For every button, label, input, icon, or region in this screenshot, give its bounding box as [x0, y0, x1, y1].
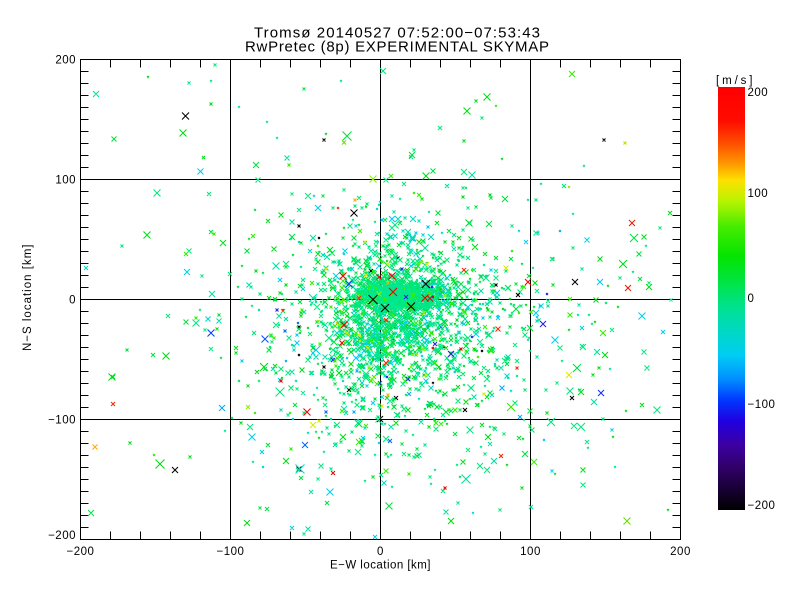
svg-text:−200: −200 — [48, 530, 76, 542]
svg-text:E−W location [km]: E−W location [km] — [330, 560, 431, 572]
svg-text:[m/s]: [m/s] — [716, 75, 753, 87]
svg-text:−100: −100 — [48, 415, 76, 427]
svg-text:100: 100 — [55, 175, 76, 187]
svg-text:200: 200 — [55, 55, 76, 67]
svg-text:RwPretec (8p) EXPERIMENTAL SK: RwPretec (8p) EXPERIMENTAL SKYMAP — [245, 39, 549, 56]
svg-text:200: 200 — [748, 87, 769, 99]
svg-text:200: 200 — [670, 546, 691, 558]
svg-text:−200: −200 — [67, 546, 95, 558]
svg-text:0: 0 — [69, 295, 76, 307]
svg-text:0: 0 — [748, 293, 755, 305]
svg-text:100: 100 — [748, 188, 769, 200]
svg-text:100: 100 — [520, 546, 541, 558]
svg-text:N−S location [km]: N−S location [km] — [22, 244, 34, 351]
svg-text:−200: −200 — [748, 500, 776, 512]
svg-text:0: 0 — [377, 546, 384, 558]
svg-text:Tromsø 20140527 07:52:00−07:5: Tromsø 20140527 07:52:00−07:53:43 — [254, 25, 540, 42]
svg-text:−100: −100 — [748, 399, 776, 411]
svg-text:−100: −100 — [217, 546, 245, 558]
